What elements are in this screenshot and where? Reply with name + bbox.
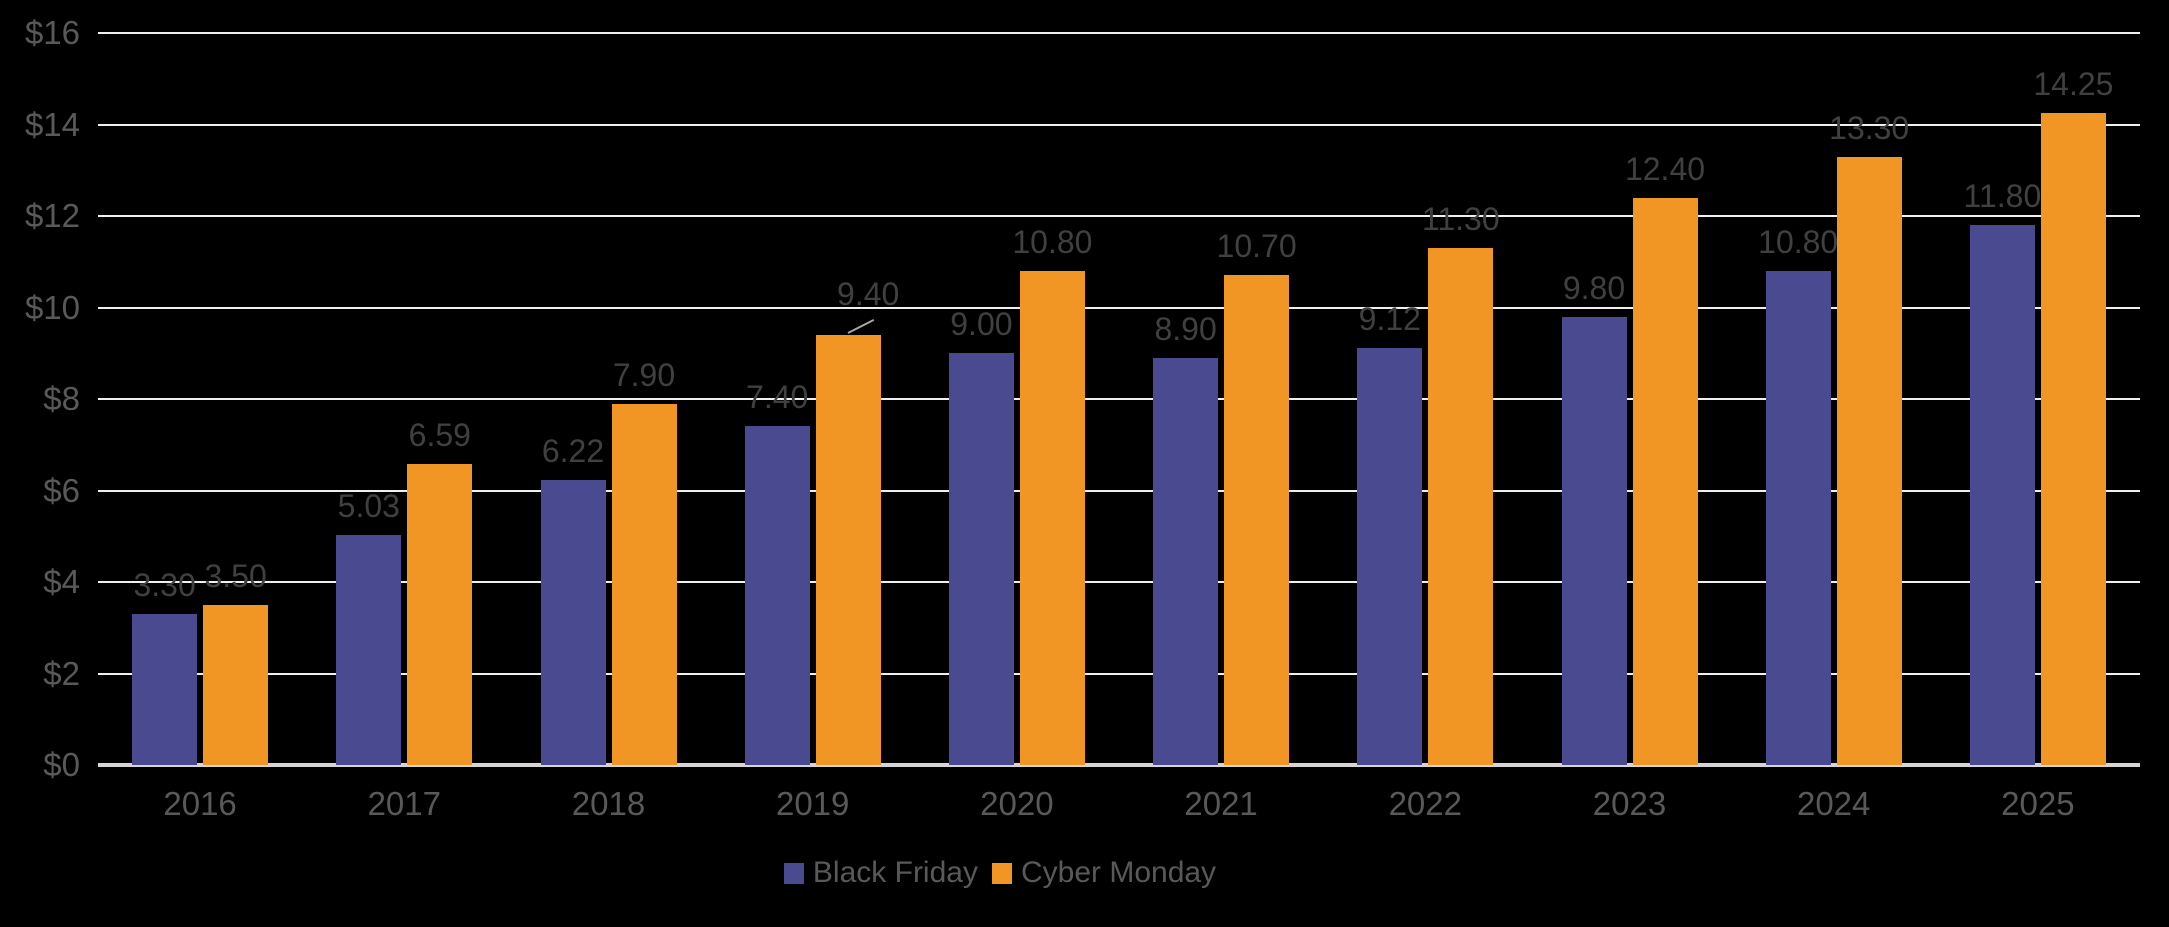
gridline (98, 581, 2140, 583)
y-axis-tick-label: $0 (43, 746, 80, 783)
gridline (98, 123, 2140, 126)
data-label-cyber-monday-2016: 3.50 (204, 557, 267, 594)
bar-black-friday-2023 (1561, 316, 1627, 765)
legend-label-black-friday: Black Friday (812, 856, 978, 889)
bar-black-friday-2021 (1153, 357, 1219, 765)
y-axis-tick-label: $6 (43, 471, 80, 509)
x-axis-tick-label-2016: 2016 (163, 785, 237, 822)
y-axis-tick-label: $2 (43, 654, 80, 692)
y-axis-tick-label: $4 (43, 563, 80, 600)
x-axis-tick-label-2025: 2025 (2001, 785, 2075, 822)
bar-black-friday-2020 (948, 353, 1014, 765)
gridline (98, 489, 2140, 492)
data-label-cyber-monday-2023: 12.40 (1624, 150, 1706, 187)
bar-black-friday-2017 (336, 534, 402, 765)
data-label-black-friday-2019: 7.40 (746, 379, 809, 416)
bar-cyber-monday-2016 (203, 604, 269, 765)
bar-cyber-monday-2019 (815, 334, 881, 765)
data-label-black-friday-2021: 8.90 (1154, 310, 1217, 347)
gridline (98, 398, 2140, 400)
legend: Black Friday Cyber Monday (0, 856, 2000, 890)
cyber-monday-swatch (991, 862, 1012, 884)
y-axis-tick-label: $14 (24, 105, 80, 143)
legend-label-cyber-monday: Cyber Monday (1020, 856, 1217, 889)
data-label-cyber-monday-2021: 10.70 (1216, 228, 1297, 265)
bar-cyber-monday-2024 (1836, 156, 1902, 765)
x-axis-tick-label-2021: 2021 (1184, 785, 1258, 822)
bar-cyber-monday-2018 (611, 403, 677, 765)
x-axis-tick-label-2022: 2022 (1388, 785, 1462, 822)
bar-cyber-monday-2017 (407, 463, 473, 765)
x-axis-tick-label-2017: 2017 (367, 785, 441, 822)
data-label-cyber-monday-2020: 10.80 (1012, 223, 1093, 260)
data-label-cyber-monday-2022: 11.30 (1421, 201, 1500, 238)
data-label-black-friday-2024: 10.80 (1758, 223, 1839, 260)
legend-item-cyber-monday: Cyber Monday (991, 856, 1217, 890)
x-axis-line (98, 763, 2140, 767)
bar-black-friday-2024 (1765, 270, 1831, 765)
bar-cyber-monday-2021 (1224, 275, 1290, 765)
black-friday-swatch (783, 862, 804, 884)
data-label-black-friday-2017: 5.03 (337, 487, 400, 524)
x-axis-tick-label-2018: 2018 (571, 785, 646, 822)
data-label-black-friday-2025: 11.80 (1963, 178, 2042, 215)
y-axis-tick-label: $10 (24, 288, 80, 326)
x-axis-tick-label-2024: 2024 (1796, 785, 1871, 822)
data-label-cyber-monday-2025: 14.25 (2033, 66, 2114, 103)
data-label-cyber-monday-2018: 7.90 (612, 356, 676, 393)
x-axis-tick-label-2023: 2023 (1592, 785, 1667, 822)
bar-black-friday-2018 (540, 480, 606, 765)
bar-cyber-monday-2022 (1428, 248, 1494, 765)
data-label-black-friday-2023: 9.80 (1562, 269, 1626, 306)
data-label-black-friday-2022: 9.12 (1358, 300, 1421, 337)
y-axis-tick-label: $8 (43, 380, 80, 417)
y-axis-tick-label: $12 (24, 197, 80, 234)
bar-cyber-monday-2020 (1019, 270, 1085, 765)
bar-black-friday-2016 (132, 614, 198, 765)
gridline (98, 306, 2140, 309)
x-axis-tick-label-2020: 2020 (980, 785, 1054, 822)
bar-black-friday-2025 (1969, 225, 2035, 765)
data-label-black-friday-2018: 6.22 (541, 433, 605, 470)
x-axis-tick-label-2019: 2019 (775, 785, 850, 822)
bar-black-friday-2022 (1357, 347, 1423, 765)
data-label-cyber-monday-2017: 6.59 (408, 416, 471, 453)
bar-cyber-monday-2025 (2040, 113, 2106, 765)
legend-item-black-friday: Black Friday (783, 856, 978, 890)
gridline (98, 672, 2140, 675)
data-label-cyber-monday-2024: 13.30 (1829, 109, 1910, 146)
data-label-black-friday-2016: 3.30 (133, 567, 196, 604)
gridline (98, 32, 2140, 34)
data-label-cyber-monday-2019: 9.40 (837, 275, 900, 312)
gridline (98, 215, 2140, 217)
y-axis-tick-label: $16 (24, 14, 80, 51)
bar-black-friday-2019 (744, 426, 810, 765)
bar-cyber-monday-2023 (1632, 197, 1698, 765)
data-label-black-friday-2020: 9.00 (950, 306, 1013, 343)
